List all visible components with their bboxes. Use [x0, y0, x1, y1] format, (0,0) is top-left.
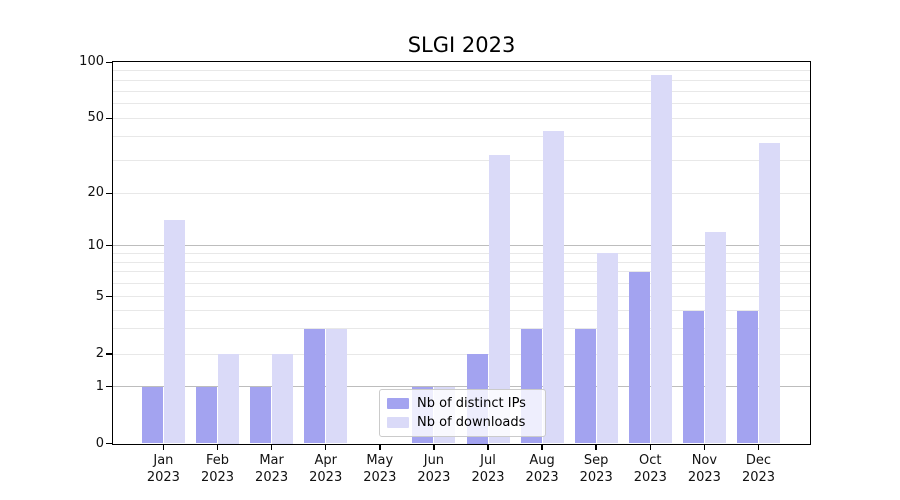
- legend-swatch: [387, 398, 409, 409]
- x-tick-label: Nov 2023: [687, 453, 721, 485]
- x-tick-mark: [270, 443, 273, 450]
- x-tick-label: Dec 2023: [741, 453, 776, 485]
- x-tick-label: Mar 2023: [255, 453, 289, 485]
- y-tick-label: 5: [95, 288, 104, 304]
- y-tick-label: 50: [87, 110, 104, 126]
- y-tick-label: 1: [95, 378, 104, 394]
- plot-area: [112, 61, 811, 445]
- minor-gridline: [113, 353, 810, 355]
- minor-gridline: [113, 117, 810, 119]
- chart-title: SLGI 2023: [407, 33, 516, 57]
- x-tick-label: Aug 2023: [525, 453, 559, 485]
- y-tick-mark: [106, 117, 112, 120]
- x-tick-mark: [541, 443, 543, 450]
- x-tick-label: May 2023: [363, 453, 397, 485]
- minor-gridline: [113, 79, 810, 81]
- minor-gridline: [113, 136, 810, 138]
- x-tick-mark: [757, 443, 760, 450]
- bar-downloads: [650, 75, 672, 444]
- x-tick-mark: [487, 443, 489, 450]
- y-tick-label: 2: [95, 346, 104, 361]
- x-tick-mark: [433, 443, 435, 450]
- minor-gridline: [113, 282, 810, 284]
- minor-gridline: [113, 70, 810, 72]
- bar-distinct-ips: [628, 271, 650, 444]
- x-tick-mark: [162, 443, 165, 450]
- minor-gridline: [113, 296, 810, 298]
- x-tick-mark: [595, 443, 597, 450]
- x-tick-label: Apr 2023: [309, 453, 343, 485]
- bar-distinct-ips: [250, 386, 272, 444]
- y-tick-mark: [106, 353, 112, 355]
- y-tick-mark: [106, 61, 112, 64]
- x-tick-label: Oct 2023: [633, 453, 667, 485]
- bar-downloads: [488, 154, 510, 444]
- y-tick-mark: [106, 295, 112, 298]
- bar-downloads: [218, 354, 239, 444]
- y-tick-label: 100: [79, 54, 104, 70]
- legend-item: Nb of distinct IPs: [387, 396, 538, 411]
- minor-gridline: [113, 328, 810, 330]
- x-tick-label: Jan 2023: [146, 453, 180, 485]
- major-gridline: [113, 386, 810, 388]
- bar-downloads: [272, 354, 294, 444]
- bar-downloads: [326, 328, 348, 444]
- y-tick-mark: [106, 442, 112, 445]
- minor-gridline: [113, 192, 810, 194]
- x-tick-mark: [649, 443, 652, 450]
- minor-gridline: [113, 159, 810, 161]
- bar-downloads: [759, 142, 780, 444]
- legend: Nb of distinct IPs Nb of downloads: [379, 389, 546, 437]
- minor-gridline: [113, 90, 810, 92]
- y-tick-mark: [106, 192, 112, 195]
- bar-distinct-ips: [737, 310, 758, 444]
- legend-swatch: [387, 417, 409, 428]
- bar-distinct-ips: [682, 310, 704, 444]
- minor-gridline: [113, 310, 810, 312]
- minor-gridline: [113, 271, 810, 273]
- legend-item: Nb of downloads: [387, 415, 538, 430]
- bar-distinct-ips: [304, 328, 326, 444]
- bar-downloads: [596, 253, 618, 444]
- x-tick-label: Jul 2023: [471, 453, 505, 485]
- bar-distinct-ips: [196, 386, 217, 444]
- bar-downloads: [163, 220, 185, 444]
- x-tick-mark: [324, 443, 327, 450]
- x-tick-label: Feb 2023: [200, 453, 235, 485]
- y-tick-mark: [106, 244, 112, 247]
- bar-distinct-ips: [141, 386, 163, 444]
- y-tick-label: 20: [87, 185, 104, 201]
- minor-gridline: [113, 252, 810, 254]
- minor-gridline: [113, 261, 810, 263]
- bar-downloads: [542, 130, 564, 444]
- x-tick-label: Jun 2023: [417, 453, 451, 485]
- x-tick-mark: [379, 443, 381, 450]
- y-tick-label: 0: [95, 435, 104, 451]
- x-tick-mark: [703, 443, 706, 450]
- bar-downloads: [704, 231, 726, 444]
- minor-gridline: [113, 103, 810, 105]
- y-tick-label: 10: [87, 237, 104, 253]
- x-tick-mark: [216, 443, 219, 450]
- legend-label: Nb of distinct IPs: [417, 396, 526, 411]
- x-tick-label: Sep 2023: [579, 453, 613, 485]
- major-gridline: [113, 245, 810, 247]
- y-tick-mark: [106, 385, 112, 388]
- bar-distinct-ips: [574, 328, 596, 444]
- legend-label: Nb of downloads: [417, 415, 526, 430]
